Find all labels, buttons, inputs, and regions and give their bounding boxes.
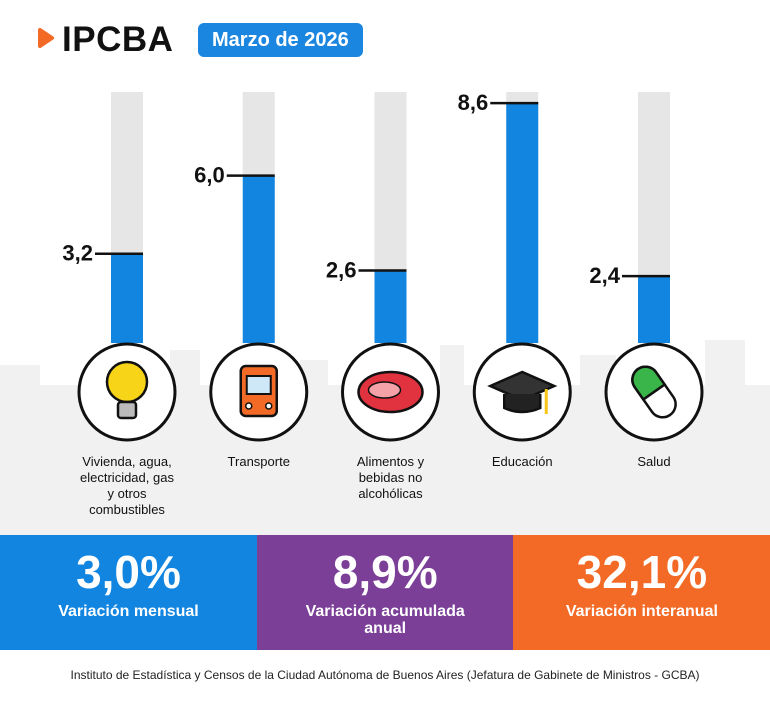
icon-part: [245, 402, 253, 410]
bar: [374, 270, 407, 343]
category-label: Educación: [491, 454, 553, 469]
icon-part: [367, 381, 402, 399]
bar: [638, 276, 670, 343]
value-label: 2,4: [589, 263, 620, 288]
footer: Instituto de Estadística y Censos de la …: [70, 668, 700, 682]
value-label: 6,0: [194, 162, 225, 187]
value-label: 8,6: [458, 90, 489, 115]
bar: [242, 175, 275, 343]
summary-box: 8,9% Variación acumulada anual: [256, 535, 514, 650]
category-icon: [472, 342, 572, 442]
summary-label: Variación interanual: [565, 603, 718, 620]
bar: [506, 103, 539, 344]
icon-part: [265, 402, 273, 410]
bar: [111, 253, 143, 343]
category-icon: [209, 342, 309, 442]
value-label: 3,2: [62, 241, 93, 266]
icon-part: [503, 394, 542, 414]
icon-part: [116, 400, 138, 420]
date-badge: Marzo de 2026: [198, 23, 363, 57]
summary-value: 3,0%: [76, 546, 181, 598]
logo-mark: [38, 28, 54, 48]
category-icon: [77, 342, 177, 442]
summary-label: Variación acumulada anual: [305, 603, 465, 637]
summary-value: 8,9%: [332, 546, 438, 598]
category-icon: [604, 342, 704, 442]
category-icon: [341, 342, 440, 442]
summary-label: Variación mensual: [58, 603, 199, 620]
summary-box: 3,0% Variación mensual: [0, 535, 257, 650]
summary-box: 32,1% Variación interanual: [513, 535, 770, 650]
summary-value: 32,1%: [576, 546, 708, 598]
category-label: Salud: [637, 454, 671, 469]
logo: IPCBA: [62, 20, 174, 59]
icon-part: [631, 365, 667, 402]
value-label: 2,6: [326, 257, 357, 282]
icon-part: [105, 360, 149, 404]
icon-part: [245, 375, 272, 395]
category-label: Transporte: [227, 454, 290, 469]
category-label: Vivienda, agua, electricidad, gas y otro…: [80, 454, 174, 517]
category-label: Alimentos y bebidas no alcohólicas: [356, 454, 425, 501]
